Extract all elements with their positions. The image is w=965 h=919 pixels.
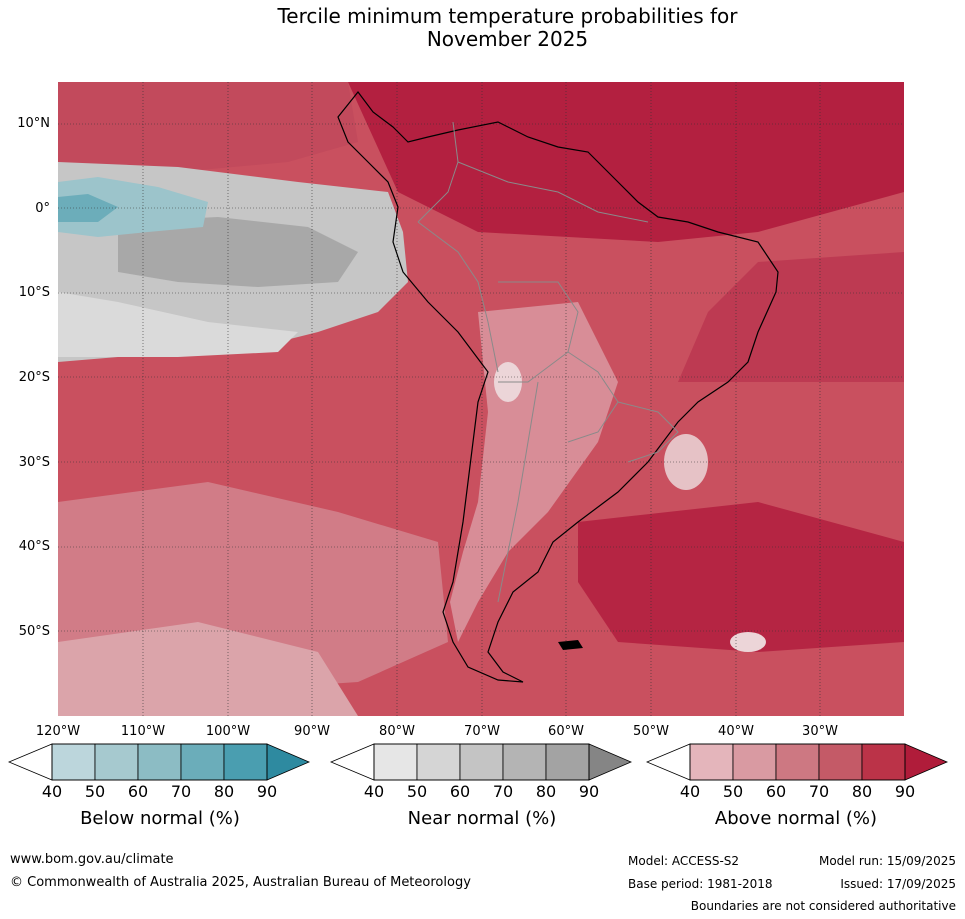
colorbar-below-seg-1 bbox=[51, 743, 96, 781]
colorbar-below-seg-2 bbox=[94, 743, 139, 781]
map-canvas bbox=[58, 82, 904, 716]
near-tick-40: 40 bbox=[363, 782, 385, 801]
colorbar-below-seg-5 bbox=[223, 743, 268, 781]
below-tick-90: 90 bbox=[256, 782, 278, 801]
above-tick-40: 40 bbox=[679, 782, 701, 801]
footer-model: Model: ACCESS-S2 bbox=[628, 854, 740, 868]
colorbar-below-extend-high bbox=[266, 743, 310, 781]
colorbar-above-seg-3 bbox=[775, 743, 820, 781]
region-near-normal-light bbox=[58, 292, 298, 357]
map-title-line1: Tercile minimum temperature probabilitie… bbox=[277, 4, 738, 28]
region-atlantic-high bbox=[678, 252, 904, 382]
lat-label-20s: 20°S bbox=[18, 370, 50, 385]
below-normal-legend-title: Below normal (%) bbox=[80, 808, 240, 829]
region-tropics-high bbox=[348, 82, 904, 242]
region-near-normal-dark bbox=[118, 217, 358, 287]
map-title-line2: November 2025 bbox=[426, 27, 589, 51]
colorbar-above-seg-5 bbox=[861, 743, 906, 781]
colorbar-below-normal bbox=[8, 743, 310, 781]
probability-map bbox=[58, 82, 904, 716]
footer-url: www.bom.gov.au/climate bbox=[10, 852, 174, 867]
below-tick-50: 50 bbox=[84, 782, 106, 801]
lat-label-40s: 40°S bbox=[18, 539, 50, 554]
colorbar-above-seg-1 bbox=[689, 743, 734, 781]
colorbar-near-extend-low bbox=[330, 743, 375, 781]
lon-label-100w: 100°W bbox=[205, 724, 251, 739]
colorbar-near-normal bbox=[330, 743, 632, 781]
lon-label-30w: 30°W bbox=[802, 724, 838, 739]
near-tick-80: 80 bbox=[535, 782, 557, 801]
graticule bbox=[58, 82, 904, 716]
region-interior-land bbox=[450, 302, 618, 642]
lat-label-10n: 10°N bbox=[17, 116, 50, 131]
footer-copyright: © Commonwealth of Australia 2025, Austra… bbox=[10, 875, 471, 890]
above-tick-60: 60 bbox=[765, 782, 787, 801]
colorbar-above-seg-4 bbox=[818, 743, 863, 781]
colorbar-above-extend-low bbox=[646, 743, 691, 781]
footer-disclaimer: Boundaries are not considered authoritat… bbox=[690, 899, 956, 913]
colorbar-near-extend-high bbox=[588, 743, 632, 781]
near-tick-90: 90 bbox=[578, 782, 600, 801]
footer-base-period: Base period: 1981-2018 bbox=[628, 877, 773, 891]
near-tick-70: 70 bbox=[492, 782, 514, 801]
colorbar-near-seg-5 bbox=[545, 743, 590, 781]
colorbar-near-seg-3 bbox=[459, 743, 504, 781]
colorbar-above-normal bbox=[646, 743, 948, 781]
above-tick-90: 90 bbox=[894, 782, 916, 801]
map-title: Tercile minimum temperature probabilitie… bbox=[0, 5, 965, 51]
above-tick-70: 70 bbox=[808, 782, 830, 801]
below-tick-60: 60 bbox=[127, 782, 149, 801]
colorbar-below-seg-3 bbox=[137, 743, 182, 781]
colorbar-near-seg-2 bbox=[416, 743, 461, 781]
colorbar-below-seg-4 bbox=[180, 743, 225, 781]
above-tick-80: 80 bbox=[851, 782, 873, 801]
footer-issued: Issued: 17/09/2025 bbox=[840, 877, 956, 891]
patch-light-3 bbox=[730, 632, 766, 652]
lat-label-30s: 30°S bbox=[18, 455, 50, 470]
below-tick-70: 70 bbox=[170, 782, 192, 801]
region-southwest-light bbox=[58, 622, 358, 716]
lon-label-90w: 90°W bbox=[294, 724, 330, 739]
lat-label-10s: 10°S bbox=[18, 285, 50, 300]
near-normal-legend-title: Near normal (%) bbox=[407, 808, 557, 829]
lon-label-40w: 40°W bbox=[718, 724, 754, 739]
lon-label-50w: 50°W bbox=[633, 724, 669, 739]
below-tick-40: 40 bbox=[41, 782, 63, 801]
country-borders bbox=[417, 121, 679, 603]
near-tick-50: 50 bbox=[406, 782, 428, 801]
lon-label-110w: 110°W bbox=[120, 724, 166, 739]
lon-label-60w: 60°W bbox=[548, 724, 584, 739]
colorbar-above-extend-high bbox=[904, 743, 948, 781]
above-tick-50: 50 bbox=[722, 782, 744, 801]
lon-label-80w: 80°W bbox=[379, 724, 415, 739]
above-normal-legend-title: Above normal (%) bbox=[714, 808, 878, 829]
below-tick-80: 80 bbox=[213, 782, 235, 801]
colorbar-near-seg-1 bbox=[373, 743, 418, 781]
colorbar-below-extend-low bbox=[8, 743, 53, 781]
near-tick-60: 60 bbox=[449, 782, 471, 801]
lat-label-50s: 50°S bbox=[18, 624, 50, 639]
colorbar-near-seg-4 bbox=[502, 743, 547, 781]
region-northwest bbox=[58, 82, 358, 172]
coastline-south-america bbox=[337, 91, 779, 683]
colorbar-above-seg-2 bbox=[732, 743, 777, 781]
footer-model-run: Model run: 15/09/2025 bbox=[818, 854, 956, 868]
lon-label-120w: 120°W bbox=[35, 724, 81, 739]
lat-label-0: 0° bbox=[35, 201, 50, 216]
lon-label-70w: 70°W bbox=[464, 724, 500, 739]
region-south-atlantic-high bbox=[578, 502, 904, 652]
falkland-islands bbox=[558, 640, 583, 650]
